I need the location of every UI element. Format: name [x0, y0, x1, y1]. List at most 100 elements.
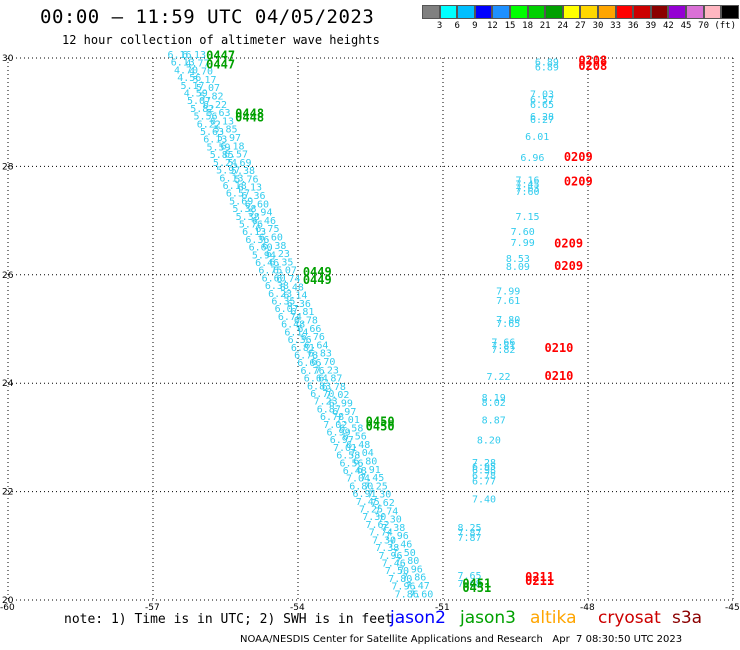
swh-value-label: 6.75 — [255, 224, 279, 235]
swh-value-label: 7.30 — [378, 515, 402, 526]
swh-value-label: 7.74 — [374, 506, 398, 517]
swh-value-label: 5.56 — [193, 112, 217, 123]
swh-value-label: 8.19 — [482, 393, 506, 404]
swh-value-label: 7.28 — [472, 458, 496, 469]
swh-value-label: 6.13 — [242, 227, 266, 238]
swh-value-label: 6.07 — [275, 304, 299, 315]
color-scale-label: 70 — [698, 21, 710, 31]
swh-value-label: 5.69 — [227, 158, 251, 169]
lon-tick-label: -51 — [435, 603, 450, 613]
swh-value-label: 7.60 — [516, 187, 540, 198]
legend-item-s3a: s3a — [672, 608, 703, 628]
swh-value-label: 6.91 — [357, 465, 381, 476]
swh-value-label: 6.97 — [330, 435, 354, 446]
swh-value-label: 6.77 — [472, 477, 496, 488]
pass-id-label: 0209 — [564, 174, 593, 188]
color-swatch — [668, 5, 686, 19]
swh-value-label: 6.97 — [332, 407, 356, 418]
color-scale-label: 30 — [592, 21, 604, 31]
swh-value-label: 7.96 — [378, 551, 402, 562]
swh-value-label: 5.38 — [236, 212, 260, 223]
swh-value-label: 7.80 — [388, 574, 412, 585]
swh-value-label: 6.98 — [472, 466, 496, 477]
swh-value-label: 5.85 — [213, 125, 237, 136]
swh-value-label: 5.38 — [232, 204, 256, 215]
swh-value-label: 7.46 — [388, 540, 412, 551]
swh-value-label: 5.76 — [239, 219, 263, 230]
swh-value-label: 6.80 — [353, 457, 377, 468]
swh-value-label: 8.87 — [482, 415, 506, 426]
pass-id-label: 0210 — [545, 369, 574, 383]
swh-value-label: 7.47 — [406, 581, 430, 592]
swh-value-label: 6.16 — [168, 50, 192, 61]
swh-value-label: 5.63 — [206, 108, 230, 119]
color-scale-label: 27 — [574, 21, 586, 31]
swh-value-label: 5.07 — [196, 83, 220, 94]
swh-value-label: 8.02 — [482, 398, 506, 409]
swh-value-label: 7.96 — [385, 531, 409, 542]
color-scale-label: 6 — [454, 21, 460, 31]
swh-value-label: 6.28 — [530, 112, 554, 123]
swh-value-label: 6.95 — [472, 462, 496, 473]
swh-value-label: 6.35 — [269, 257, 293, 268]
swh-value-label: 6.65 — [530, 100, 554, 111]
swh-value-label: 6.01 — [525, 132, 549, 143]
pass-id-label: 0211 — [525, 574, 554, 588]
swh-value-label: 7.01 — [333, 443, 357, 454]
pass-id-label: 0450 — [366, 414, 395, 428]
swh-value-label: 4.56 — [177, 73, 201, 84]
swh-value-label: 6.64 — [304, 340, 328, 351]
swh-value-label: 8.09 — [506, 262, 530, 273]
swh-value-label: 7.62 — [365, 520, 389, 531]
color-scale-label: 45 — [680, 21, 692, 31]
swh-value-label: 7.50 — [392, 548, 416, 559]
swh-value-label: 6.58 — [339, 423, 363, 434]
swh-value-label: 7.80 — [496, 315, 520, 326]
swh-value-label: 6.56 — [343, 432, 367, 443]
swh-value-label: 7.61 — [496, 296, 520, 307]
swh-value-label: 7.30 — [362, 512, 386, 523]
swh-value-label: 5.63 — [200, 127, 224, 138]
lon-tick-label: -54 — [290, 603, 305, 613]
color-scale-label: 42 — [662, 21, 674, 31]
swh-value-label: 5.07 — [187, 96, 211, 107]
swh-value-label: 7.38 — [375, 543, 399, 554]
swh-value-label: 7.63 — [516, 183, 540, 194]
pass-id-label: 0447 — [206, 49, 235, 63]
swh-value-label: 6.74 — [276, 274, 300, 285]
swh-value-label: 6.74 — [278, 312, 302, 323]
swh-value-label: 6.64 — [304, 374, 328, 385]
color-swatch — [562, 5, 581, 19]
swh-value-label: 6.57 — [224, 150, 248, 161]
color-swatch — [545, 5, 563, 19]
swh-value-label: 7.30 — [367, 490, 391, 501]
swh-value-label: 6.36 — [288, 335, 312, 346]
swh-value-label: 6.87 — [317, 404, 341, 415]
color-scale-label: 24 — [557, 21, 569, 31]
swh-value-label: 6.78 — [322, 382, 346, 393]
color-scale-label: 18 — [522, 21, 534, 31]
swh-value-label: 7.74 — [369, 528, 393, 539]
swh-value-label: 6.83 — [307, 381, 331, 392]
color-swatch — [509, 5, 528, 19]
color-scale-label: 9 — [472, 21, 478, 31]
swh-value-label: 6.22 — [203, 100, 227, 111]
legend-item-jason2: jason2 — [390, 608, 446, 628]
swh-value-label: 7.04 — [346, 474, 370, 485]
swh-value-label: 6.13 — [182, 50, 206, 61]
swh-value-label: 6.60 — [259, 233, 283, 244]
swh-value-label: 6.18 — [223, 181, 247, 192]
swh-value-label: 4.77 — [185, 58, 209, 69]
swh-value-label: 6.35 — [271, 297, 295, 308]
swh-value-label: 6.81 — [290, 307, 314, 318]
swh-value-label: 5.82 — [199, 91, 223, 102]
swh-value-label: 7.25 — [364, 481, 388, 492]
pass-id-label: 0450 — [366, 419, 395, 433]
swh-value-label: 6.38 — [265, 281, 289, 292]
swh-value-label: 7.02 — [325, 390, 349, 401]
lon-tick-label: -45 — [725, 603, 740, 613]
swh-value-label: 7.96 — [391, 582, 415, 593]
swh-value-label: 6.48 — [346, 440, 370, 451]
color-swatch — [580, 5, 598, 19]
